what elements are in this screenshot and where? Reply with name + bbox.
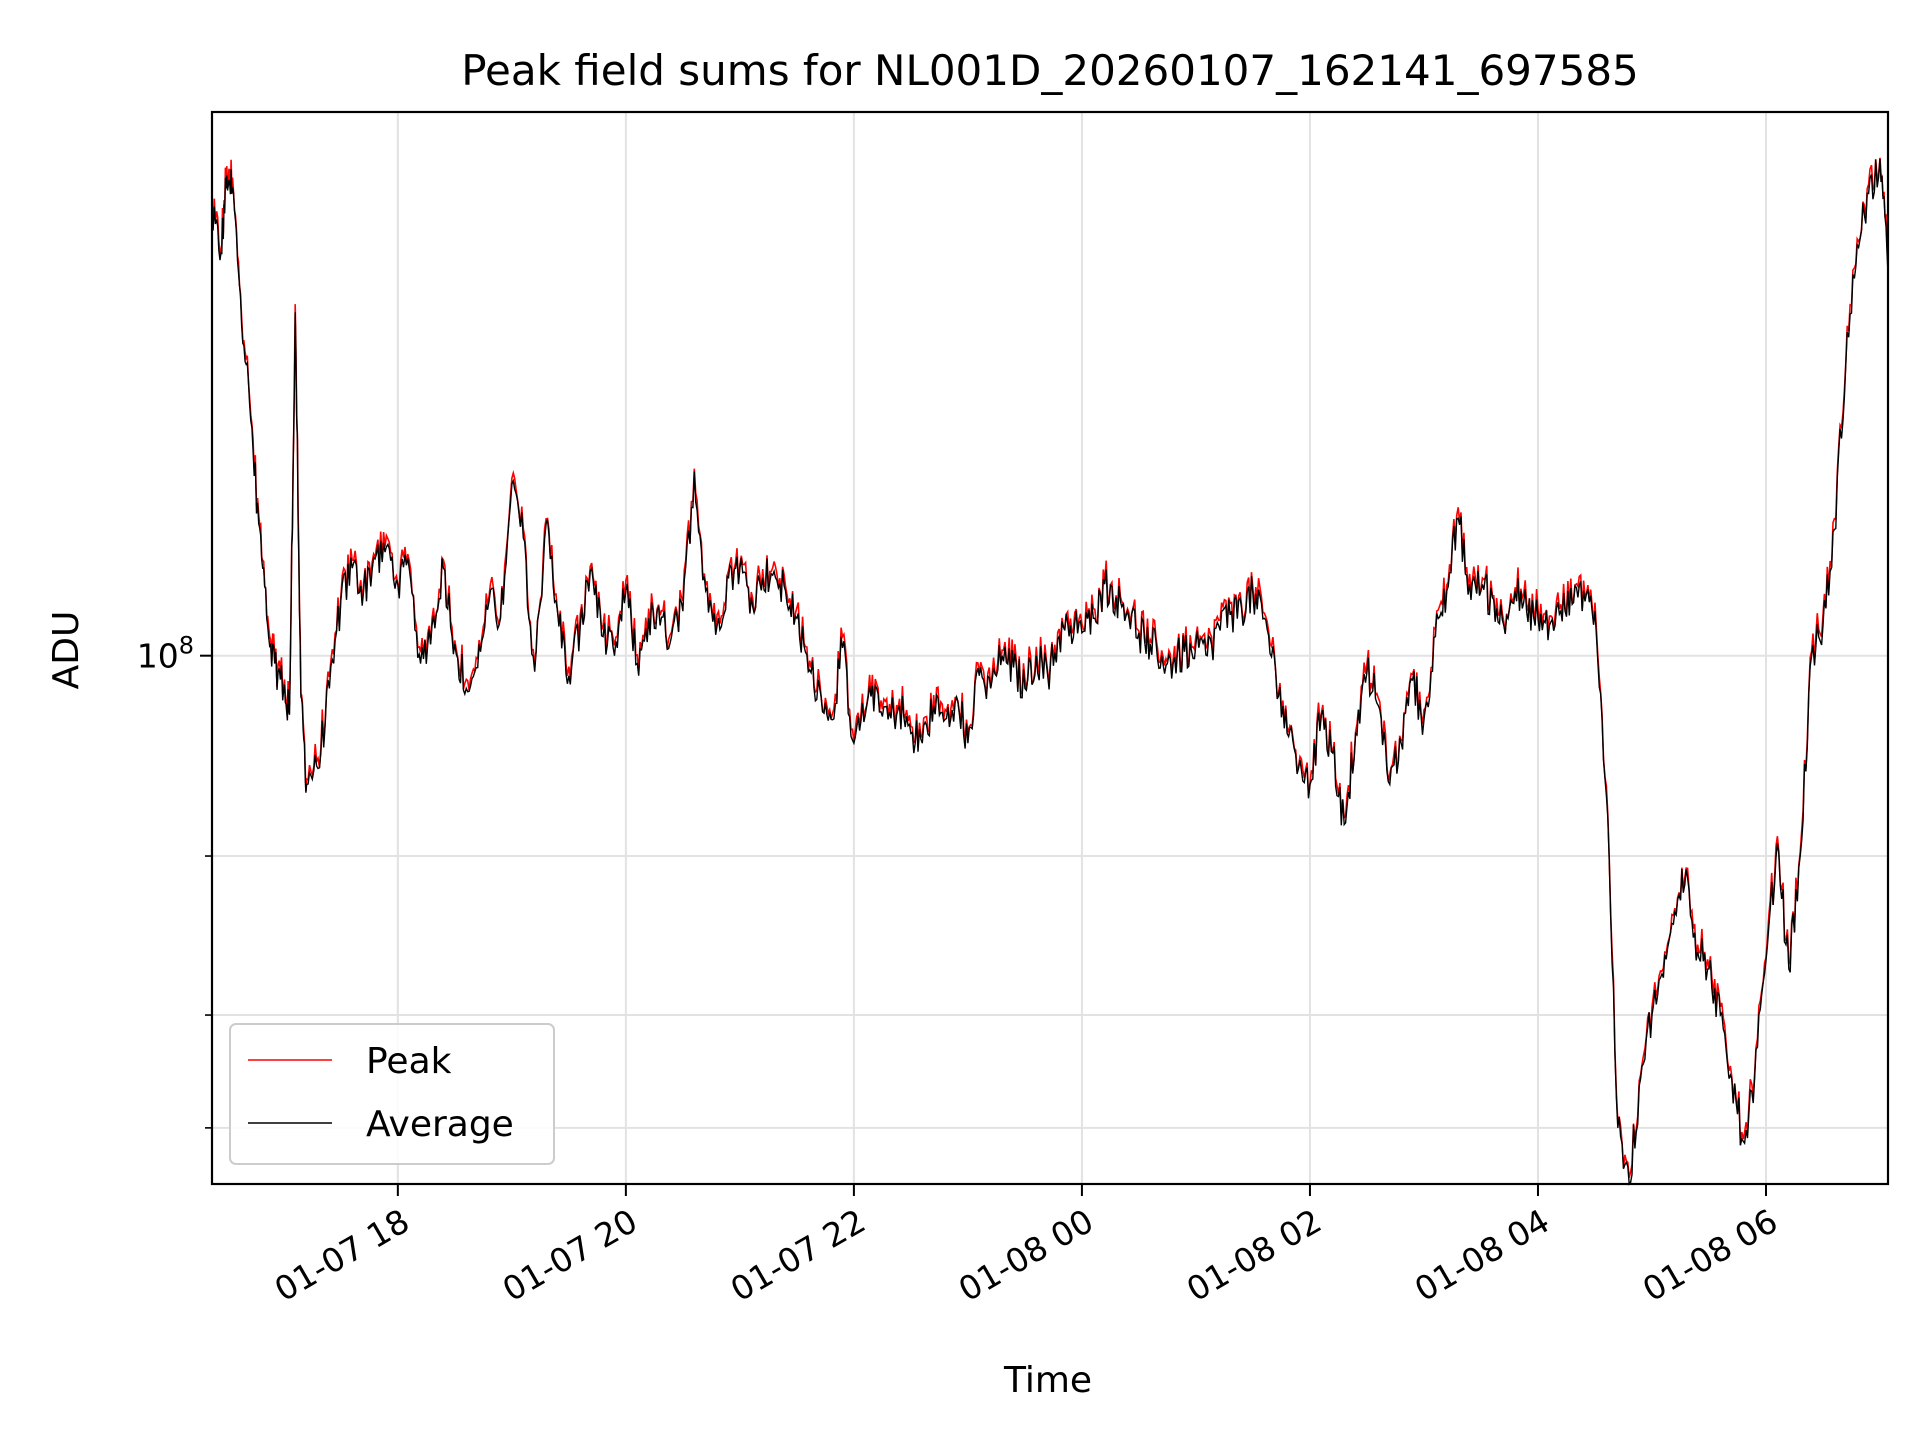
legend: Peak Average [229, 1023, 555, 1165]
y-axis-label: ADU [46, 611, 87, 690]
ticks: 01-07 18 01-07 20 01-07 22 01-08 00 01-08 02… [137, 632, 1784, 1309]
x-tick-label: 01-07 22 [724, 1201, 872, 1309]
x-tick-label: 01-08 06 [1636, 1201, 1784, 1309]
x-tick-label: 01-08 02 [1180, 1201, 1328, 1309]
legend-label-peak: Peak [366, 1041, 452, 1082]
chart-title: Peak field sums for NL001D_20260107_1621… [461, 46, 1639, 95]
series-line-average [211, 158, 1889, 1186]
y-tick-label: 108 [137, 632, 194, 676]
x-axis-label: Time [1003, 1360, 1092, 1401]
legend-box [229, 1023, 555, 1165]
x-tick-label: 01-07 18 [268, 1201, 416, 1309]
x-tick-label: 01-07 20 [496, 1201, 644, 1309]
legend-label-average: Average [366, 1104, 514, 1145]
series [211, 157, 1889, 1186]
x-tick-label: 01-08 00 [952, 1201, 1100, 1309]
plot-frame [210, 110, 1890, 1186]
x-tick-label: 01-08 04 [1408, 1201, 1556, 1309]
